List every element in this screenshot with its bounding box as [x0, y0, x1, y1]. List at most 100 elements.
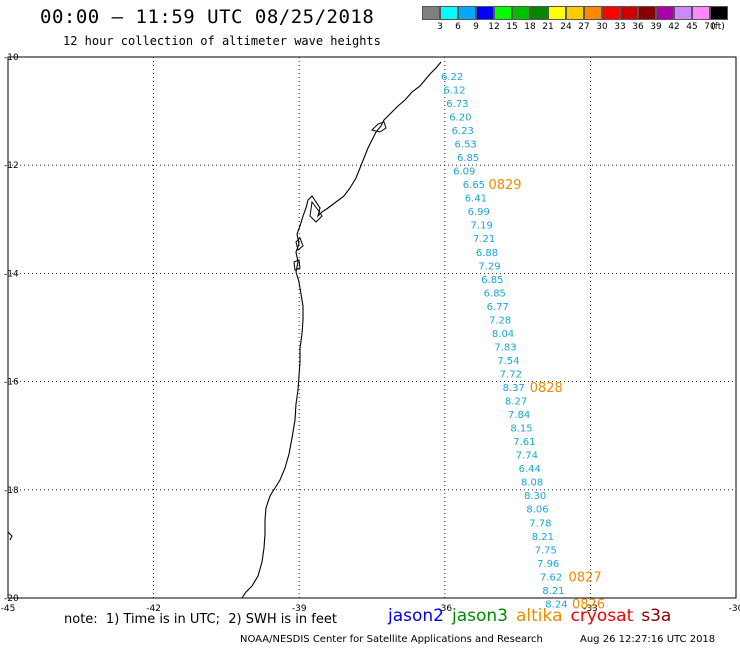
swh-value: 6.85 — [484, 288, 506, 299]
lat-tick-label: -18 — [4, 486, 19, 496]
swh-value: 8.21 — [542, 586, 564, 597]
lon-tick-label: -33 — [583, 604, 598, 614]
swh-value: 7.62 — [540, 572, 562, 583]
map-subtitle: 12 hour collection of altimeter wave hei… — [63, 34, 381, 48]
graticule — [8, 57, 736, 598]
colorbar-tick-label: 36 — [632, 22, 644, 32]
pass-date: 0827 — [569, 570, 602, 585]
mission-s3a: s3a — [641, 606, 672, 626]
swh-value: 7.54 — [497, 356, 519, 367]
pass-date: 0829 — [488, 178, 521, 193]
swh-value: 8.04 — [492, 329, 514, 340]
swh-value: 6.41 — [465, 194, 487, 205]
lat-tick-label: -14 — [4, 269, 19, 279]
colorbar-tick-label: 21 — [542, 22, 554, 32]
colorbar-swatch — [602, 6, 620, 20]
map-frame — [7, 56, 737, 599]
mission-legend: jason2 jason3 altika cryosat s3a — [388, 606, 679, 626]
colorbar-tick-label: 6 — [455, 22, 461, 32]
colorbar-swatch — [494, 6, 512, 20]
colorbar-swatch — [476, 6, 494, 20]
swh-value: 6.85 — [481, 275, 503, 286]
lon-tick-label: -45 — [1, 604, 16, 614]
colorbar-swatch — [548, 6, 566, 20]
pass-date: 0828 — [530, 381, 563, 396]
swh-value: 7.75 — [535, 545, 557, 556]
pass-date: 0826 — [572, 597, 605, 612]
swh-value: 8.08 — [521, 478, 543, 489]
colorbar-swatch — [674, 6, 692, 20]
swh-value: 6.09 — [453, 167, 475, 178]
swh-value: 6.77 — [487, 302, 509, 313]
colorbar-tick-label: 42 — [668, 22, 680, 32]
colorbar-swatch — [710, 6, 728, 20]
lon-tick-label: -42 — [146, 604, 161, 614]
coastline-bay — [309, 200, 323, 223]
colorbar-swatch — [422, 6, 440, 20]
colorbar-swatch — [566, 6, 584, 20]
colorbar-tick-label: 9 — [473, 22, 479, 32]
swh-value: 7.96 — [537, 559, 559, 570]
colorbar-tick-label: 45 — [686, 22, 698, 32]
swh-value: 8.27 — [505, 397, 527, 408]
swh-values: 6.22 6.12 6.73 6.20 6.23 6.53 6.85 6.09 6.65 6.41… — [441, 72, 568, 610]
lat-tick-label: -12 — [4, 161, 19, 171]
mission-cryosat: cryosat — [570, 606, 634, 626]
swh-value: 7.28 — [489, 315, 511, 326]
swh-value: 7.83 — [494, 342, 516, 353]
colorbar-tick-label: 30 — [596, 22, 608, 32]
swh-value: 7.74 — [516, 451, 538, 462]
swh-value: 6.20 — [449, 113, 471, 124]
swh-value: 6.65 — [463, 180, 485, 191]
swh-value: 6.53 — [455, 140, 477, 151]
colorbar-swatch — [692, 6, 710, 20]
colorbar-swatch — [458, 6, 476, 20]
swh-value: 6.12 — [443, 85, 465, 96]
map-title: 00:00 – 11:59 UTC 08/25/2018 — [40, 6, 375, 28]
coastline-inlet — [371, 121, 387, 133]
mission-jason3: jason3 — [452, 606, 508, 626]
swh-value: 6.85 — [457, 153, 479, 164]
swh-value: 6.88 — [476, 248, 498, 259]
mission-jason2: jason2 — [388, 606, 444, 626]
colorbar-unit: (ft) — [711, 22, 725, 32]
colorbar-swatch — [584, 6, 602, 20]
swh-value: 8.06 — [526, 505, 548, 516]
colorbar-tick-label: 70 — [704, 22, 716, 32]
lon-tick-label: -30 — [729, 604, 740, 614]
swh-value: 7.72 — [500, 369, 522, 380]
swh-value: 7.78 — [529, 518, 551, 529]
swh-value: 7.29 — [478, 261, 500, 272]
swh-value: 8.37 — [503, 383, 525, 394]
coastline — [241, 61, 442, 599]
coastline-fragment — [7, 531, 13, 541]
swh-value: 6.99 — [468, 207, 490, 218]
swh-value: 6.44 — [519, 464, 541, 475]
credit-line: NOAA/NESDIS Center for Satellite Applica… — [240, 634, 543, 645]
swh-value: 7.21 — [473, 234, 495, 245]
colorbar-swatch — [620, 6, 638, 20]
swh-value: 8.30 — [524, 491, 546, 502]
generation-timestamp: Aug 26 12:27:16 UTC 2018 — [580, 634, 716, 645]
swh-value: 7.61 — [513, 437, 535, 448]
colorbar-tick-label: 24 — [560, 22, 572, 32]
swh-value: 7.19 — [471, 221, 493, 232]
colorbar-swatch — [656, 6, 674, 20]
footer-note: note: 1) Time is in UTC; 2) SWH is in fe… — [64, 612, 337, 627]
swh-value: 6.22 — [441, 72, 463, 83]
lon-tick-label: -39 — [292, 604, 307, 614]
colorbar-tick-label: 18 — [524, 22, 536, 32]
colorbar-swatch — [440, 6, 458, 20]
swh-value: 8.24 — [545, 599, 567, 610]
lon-tick-label: -36 — [437, 604, 452, 614]
colorbar-swatch — [638, 6, 656, 20]
coastline-islands — [293, 237, 304, 271]
swh-value: 8.15 — [510, 424, 532, 435]
colorbar-tick-label: 3 — [437, 22, 443, 32]
colorbar-tick-label: 33 — [614, 22, 626, 32]
swh-value: 8.21 — [532, 532, 554, 543]
colorbar-tick-label: 39 — [650, 22, 662, 32]
mission-altika: altika — [516, 606, 563, 626]
colorbar-swatch — [512, 6, 530, 20]
